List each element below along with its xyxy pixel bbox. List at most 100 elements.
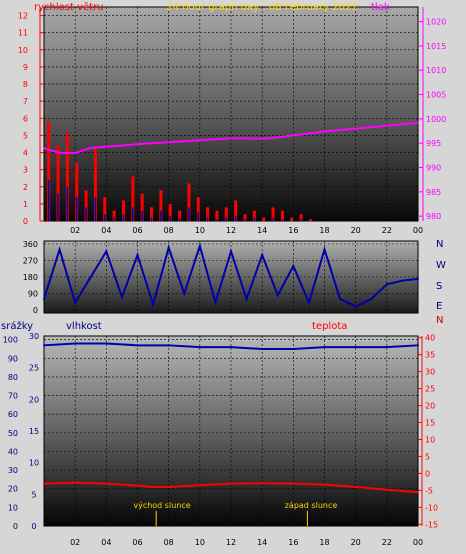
pressure-point xyxy=(74,152,76,154)
y-left-tick-label: 12 xyxy=(18,12,28,21)
pressure-point xyxy=(230,137,232,140)
x-tick-label: 22 xyxy=(382,538,392,547)
temperature-point xyxy=(230,482,232,485)
humidity-point xyxy=(198,346,201,349)
y-right-tick-label: 1010 xyxy=(426,66,446,75)
wind-direction-point xyxy=(120,296,123,299)
temperature-point xyxy=(198,484,201,487)
wind-direction-point xyxy=(58,248,61,251)
pressure-point xyxy=(199,139,201,142)
axis-label-humidity: vlhkost xyxy=(66,321,102,332)
compass-label: N xyxy=(436,239,443,250)
wind-direction-point xyxy=(74,301,77,304)
rain-tick-label: 0 xyxy=(31,522,36,531)
pressure-point xyxy=(308,132,310,135)
humidity-point xyxy=(323,346,326,349)
y-right-tick-label: 990 xyxy=(426,164,441,173)
x-tick-label: 04 xyxy=(101,538,111,547)
x-tick-label: 14 xyxy=(257,538,267,547)
panel-1-background xyxy=(43,6,419,222)
wind-direction-point xyxy=(245,298,248,300)
chart-1-title: 24 hour graph day : 08 February 2021 xyxy=(166,2,357,13)
pressure-point xyxy=(245,137,248,140)
pressure-point xyxy=(105,145,108,148)
y-left-tick-label: 10 xyxy=(18,46,28,55)
temperature-point xyxy=(323,483,326,486)
direction-tick-label: 270 xyxy=(23,257,38,266)
temperature-point xyxy=(261,482,264,485)
wind-direction-point xyxy=(292,265,295,267)
pressure-point xyxy=(354,127,357,130)
wind-direction-point xyxy=(198,244,201,247)
humidity-point xyxy=(167,344,170,347)
pressure-point xyxy=(214,138,217,141)
y-right-tick-label: 1020 xyxy=(426,18,446,27)
y-left-tick-label: 4 xyxy=(23,149,28,158)
x-tick-label: 06 xyxy=(132,226,142,235)
x-tick-label: 02 xyxy=(70,538,80,547)
humidity-point xyxy=(74,342,77,345)
temperature-tick-label: 30 xyxy=(425,368,435,377)
pressure-point xyxy=(261,138,263,140)
axis-label-temperature: teplota xyxy=(312,321,347,332)
x-tick-label: 10 xyxy=(195,226,205,235)
humidity-point xyxy=(105,342,108,345)
temperature-tick-label: 10 xyxy=(425,435,435,444)
wind-direction-point xyxy=(214,301,217,304)
x-tick-label: 18 xyxy=(319,538,329,547)
humidity-tick-label: 20 xyxy=(8,485,18,494)
temperature-tick-label: 35 xyxy=(425,351,435,360)
x-tick-label: 20 xyxy=(351,226,361,235)
wind-direction-point xyxy=(385,283,388,286)
annotation-sunset: západ slunce xyxy=(285,501,338,510)
wind-direction-point xyxy=(401,279,404,282)
pressure-point xyxy=(417,121,419,124)
humidity-point xyxy=(261,348,264,351)
x-tick-label: 18 xyxy=(319,226,329,235)
y-right-tick-label: 1000 xyxy=(426,115,446,124)
x-tick-label: 12 xyxy=(226,538,236,547)
y-left-tick-label: 8 xyxy=(23,80,28,89)
compass-label: S xyxy=(436,281,442,292)
temperature-point xyxy=(152,485,155,488)
y-right-tick-label: 980 xyxy=(426,212,441,221)
x-tick-label: 16 xyxy=(288,538,298,547)
direction-tick-label: 180 xyxy=(23,273,38,282)
x-tick-label: 06 xyxy=(132,538,142,547)
x-tick-label: 08 xyxy=(164,226,174,235)
y-right-tick-label: 1015 xyxy=(426,42,446,51)
compass-label: N xyxy=(436,315,443,326)
y-right-tick-label: 995 xyxy=(426,139,441,148)
humidity-tick-label: 40 xyxy=(8,447,18,456)
humidity-tick-label: 100 xyxy=(3,336,18,345)
wind-direction-point xyxy=(167,246,170,249)
humidity-point xyxy=(292,348,295,351)
y-left-tick-label: 9 xyxy=(23,63,28,72)
pressure-point xyxy=(183,140,186,143)
rain-tick-label: 30 xyxy=(29,332,39,341)
x-tick-label: 04 xyxy=(101,226,111,235)
temperature-tick-label: 25 xyxy=(425,385,435,394)
rain-tick-label: 5 xyxy=(31,490,36,499)
y-left-tick-label: 11 xyxy=(18,29,28,38)
y-left-tick-label: 1 xyxy=(23,200,28,209)
temperature-tick-label: -10 xyxy=(425,503,438,512)
temperature-point xyxy=(385,488,388,491)
compass-label: W xyxy=(436,260,446,271)
rain-tick-label: 15 xyxy=(29,427,39,436)
wind-direction-point xyxy=(323,248,326,251)
pressure-point xyxy=(167,141,170,144)
temperature-tick-label: 40 xyxy=(425,334,435,343)
y-left-tick-label: 6 xyxy=(23,114,28,123)
y-left-tick-label: 3 xyxy=(23,166,28,175)
temperature-point xyxy=(417,491,419,494)
humidity-point xyxy=(136,344,139,347)
humidity-tick-label: 10 xyxy=(8,503,18,512)
temperature-point xyxy=(43,482,45,485)
x-tick-label: 14 xyxy=(257,226,267,235)
humidity-point xyxy=(417,344,419,347)
humidity-tick-label: 90 xyxy=(8,354,18,363)
wind-direction-point xyxy=(417,277,419,280)
wind-direction-point xyxy=(43,298,45,300)
